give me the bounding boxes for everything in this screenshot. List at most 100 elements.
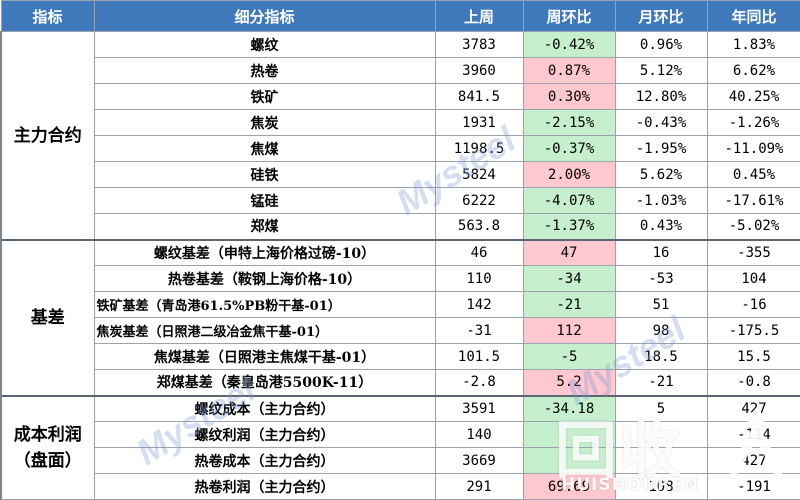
table-row: 焦炭 1931 -2.15% -0.43% -1.26%: [1, 109, 800, 136]
table-row: 郑煤基差（秦皇岛港5500K-11） -2.8 5.2 -21 -0.8: [1, 369, 800, 396]
row-name: 郑煤基差（秦皇岛港5500K-11）: [93, 369, 436, 396]
row-name: 螺纹利润（主力合约）: [93, 421, 436, 448]
cell-yoy: -114: [706, 421, 800, 448]
cell-mom: 0.96%: [614, 31, 708, 58]
table-row: 铁矿 841.5 0.30% 12.80% 40.25%: [1, 83, 800, 110]
cell-mom: 5.12%: [614, 57, 708, 84]
cell-yoy: -5.02%: [706, 213, 800, 240]
cell-wow: 47: [522, 238, 616, 266]
cell-wow: -0.42%: [522, 31, 616, 58]
cell-last-week: 5824: [434, 161, 524, 188]
cell-mom: 98: [614, 317, 708, 344]
cell-yoy: 15.5: [706, 343, 800, 370]
cell-yoy: -11.09%: [706, 135, 800, 162]
cell-mom: 0.43%: [614, 213, 708, 240]
cell-yoy: 0.45%: [706, 161, 800, 188]
table-row: 焦煤 1198.5 -0.37% -1.95% -11.09%: [1, 135, 800, 162]
cell-wow: -2.15%: [522, 109, 616, 136]
cell-last-week: 46: [434, 238, 524, 266]
header-last-week: 上周: [434, 0, 524, 32]
cell-mom: 18.5: [614, 343, 708, 370]
cell-last-week: -2.8: [434, 369, 524, 396]
cell-yoy: -1.26%: [706, 109, 800, 136]
cell-wow: 5.2: [522, 369, 616, 396]
row-name: 郑煤: [93, 213, 436, 240]
cell-yoy: 427: [706, 394, 800, 422]
cell-yoy: 40.25%: [706, 83, 800, 110]
cell-last-week: 140: [434, 421, 524, 448]
group-cost-profit: 成本利润（盘面）: [0, 394, 95, 500]
table-row: 热卷基差（鞍钢上海价格-10） 110 -34 -53 104: [1, 265, 800, 292]
row-name: 螺纹成本（主力合约）: [93, 394, 436, 422]
cell-last-week: -31: [434, 317, 524, 344]
table-row: 郑煤 563.8 -1.37% 0.43% -5.02%: [1, 213, 800, 240]
group-basis: 基差: [0, 238, 95, 396]
row-name: 铁矿: [93, 83, 436, 110]
header-indicator: 指标: [0, 0, 95, 32]
table-row: 焦炭基差（日照港二级冶金焦干基-01） -31 112 98 -175.5: [1, 317, 800, 344]
table-row: 热卷 3960 0.87% 5.12% 6.62%: [1, 57, 800, 84]
row-name: 铁矿基差（青岛港61.5%PB粉干基-01）: [93, 291, 436, 318]
cell-wow: 69.69: [522, 473, 616, 500]
cell-wow: 2.00%: [522, 161, 616, 188]
row-name: 热卷利润（主力合约）: [93, 473, 436, 500]
cell-yoy: 104: [706, 265, 800, 292]
row-name: 焦炭: [93, 109, 436, 136]
cell-yoy: -17.61%: [706, 187, 800, 214]
cell-wow: 0.87%: [522, 57, 616, 84]
cell-wow: 0.30%: [522, 83, 616, 110]
cell-last-week: 563.8: [434, 213, 524, 240]
row-name: 螺纹基差（申特上海价格过磅-10）: [93, 238, 436, 266]
cell-mom: -0.43%: [614, 109, 708, 136]
row-name: 焦煤: [93, 135, 436, 162]
table-row: 成本利润（盘面） 螺纹成本（主力合约） 3591 -34.18 5 427: [0, 394, 800, 500]
cell-last-week: 3960: [434, 57, 524, 84]
cell-wow: -5: [522, 343, 616, 370]
row-name: 螺纹: [93, 31, 436, 58]
cell-mom: -1.95%: [614, 135, 708, 162]
row-name: 硅铁: [93, 161, 436, 188]
cell-yoy: 6.62%: [706, 57, 800, 84]
table-row: 硅铁 5824 2.00% 5.62% 0.45%: [1, 161, 800, 188]
cell-wow: -34.18: [522, 394, 616, 422]
header-row: 指标 细分指标 上周 周环比 月环比 年同比: [0, 0, 800, 32]
cell-yoy: -191: [706, 473, 800, 500]
cell-mom: 108: [614, 473, 708, 500]
cell-mom: 12.80%: [614, 83, 708, 110]
cell-yoy: -16: [706, 291, 800, 318]
cell-wow: [522, 421, 616, 448]
header-wow: 周环比: [522, 0, 616, 32]
cell-wow: -34: [522, 265, 616, 292]
cell-last-week: 110: [434, 265, 524, 292]
cell-last-week: 3783: [434, 31, 524, 58]
cell-wow: -0.37%: [522, 135, 616, 162]
row-name: 锰硅: [93, 187, 436, 214]
cell-mom: 5: [614, 394, 708, 422]
table-row: 螺纹利润（主力合约） 140 -114: [1, 421, 800, 448]
header-sub-indicator: 细分指标: [93, 0, 436, 32]
row-name: 热卷成本（主力合约）: [93, 447, 436, 474]
cell-last-week: 101.5: [434, 343, 524, 370]
cell-mom: [614, 421, 708, 448]
cell-last-week: 6222: [434, 187, 524, 214]
cell-mom: -21: [614, 369, 708, 396]
table-row: 热卷利润（主力合约） 291 69.69 108 -191: [1, 473, 800, 500]
cell-wow: -4.07%: [522, 187, 616, 214]
cell-mom: [614, 447, 708, 474]
cell-last-week: 1931: [434, 109, 524, 136]
cell-mom: -1.03%: [614, 187, 708, 214]
row-name: 热卷: [93, 57, 436, 84]
cell-last-week: 1198.5: [434, 135, 524, 162]
cell-yoy: -0.8: [706, 369, 800, 396]
cell-last-week: 3591: [434, 394, 524, 422]
row-name: 焦炭基差（日照港二级冶金焦干基-01）: [93, 317, 436, 344]
row-name: 热卷基差（鞍钢上海价格-10）: [93, 265, 436, 292]
cell-last-week: 3669: [434, 447, 524, 474]
header-mom: 月环比: [614, 0, 708, 32]
cell-wow: -21: [522, 291, 616, 318]
table-row: 热卷成本（主力合约） 3669 427: [1, 447, 800, 474]
cell-last-week: 142: [434, 291, 524, 318]
table-row: 主力合约 螺纹 3783 -0.42% 0.96% 1.83%: [0, 31, 800, 240]
row-name: 焦煤基差（日照港主焦煤干基-01）: [93, 343, 436, 370]
cell-mom: 51: [614, 291, 708, 318]
